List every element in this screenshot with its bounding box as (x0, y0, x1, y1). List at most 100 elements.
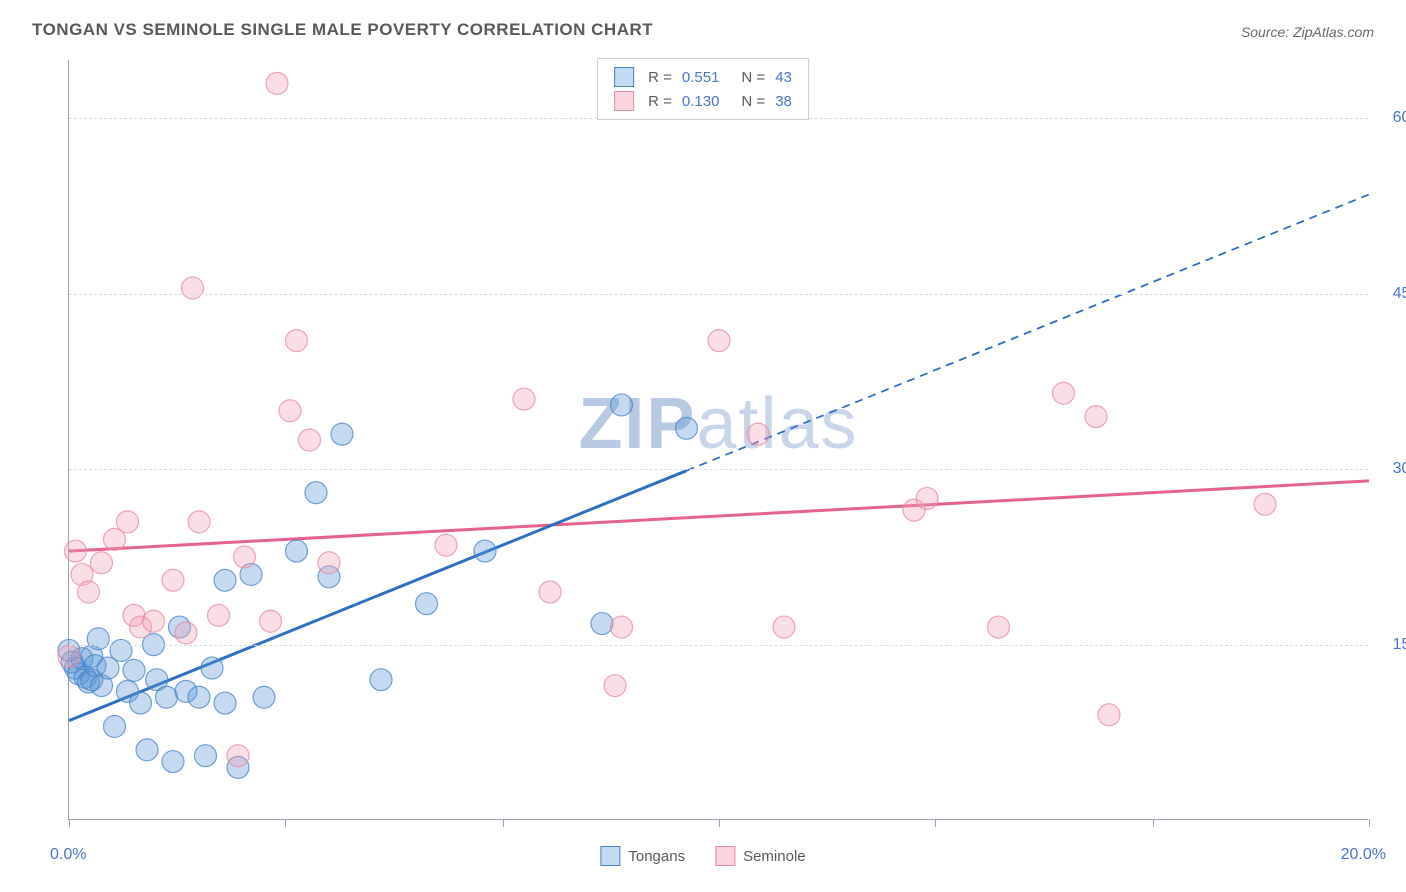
x-tick (69, 819, 70, 827)
legend-row-tongans: R = 0.551 N = 43 (614, 65, 792, 89)
data-point-seminole (1254, 493, 1276, 515)
data-point-seminole (708, 330, 730, 352)
x-tick (503, 819, 504, 827)
series-legend: Tongans Seminole (600, 846, 805, 866)
data-point-tongans (130, 692, 152, 714)
data-point-seminole (1053, 382, 1075, 404)
data-point-tongans (201, 657, 223, 679)
data-point-tongans (136, 739, 158, 761)
x-tick (719, 819, 720, 827)
legend-r-label: R = (648, 69, 672, 86)
y-tick-label: 45.0% (1378, 285, 1406, 303)
correlation-chart: TONGAN VS SEMINOLE SINGLE MALE POVERTY C… (20, 20, 1386, 872)
legend-row-seminole: R = 0.130 N = 38 (614, 89, 792, 113)
source-prefix: Source: (1241, 24, 1293, 40)
data-point-seminole (286, 330, 308, 352)
data-point-seminole (773, 616, 795, 638)
data-point-tongans (331, 423, 353, 445)
data-point-seminole (988, 616, 1010, 638)
data-point-seminole (175, 622, 197, 644)
data-point-seminole (143, 610, 165, 632)
x-tick (1369, 819, 1370, 827)
y-tick-label: 15.0% (1378, 636, 1406, 654)
plot-area: ZIPatlas 15.0%30.0%45.0%60.0% (68, 60, 1368, 820)
legend-swatch-seminole (715, 846, 735, 866)
data-point-tongans (416, 593, 438, 615)
trend-line-dashed-tongans (687, 194, 1370, 470)
legend-n-value: 43 (775, 69, 792, 86)
data-point-seminole (318, 552, 340, 574)
data-point-seminole (182, 277, 204, 299)
data-point-seminole (539, 581, 561, 603)
x-axis-max-label: 20.0% (1341, 846, 1386, 864)
data-point-seminole (234, 546, 256, 568)
legend-n-value: 38 (775, 93, 792, 110)
data-point-tongans (87, 628, 109, 650)
data-point-seminole (117, 511, 139, 533)
legend-n-label: N = (741, 69, 765, 86)
correlation-legend: R = 0.551 N = 43 R = 0.130 N = 38 (597, 58, 809, 120)
data-point-seminole (78, 581, 100, 603)
data-point-tongans (214, 569, 236, 591)
data-point-seminole (299, 429, 321, 451)
legend-label: Seminole (743, 848, 806, 865)
data-point-seminole (58, 645, 80, 667)
data-point-tongans (104, 715, 126, 737)
gridline (69, 645, 1368, 646)
data-point-tongans (123, 659, 145, 681)
legend-r-label: R = (648, 93, 672, 110)
source-name: ZipAtlas.com (1293, 24, 1374, 40)
x-tick (285, 819, 286, 827)
data-point-seminole (188, 511, 210, 533)
data-point-seminole (611, 616, 633, 638)
data-point-tongans (156, 686, 178, 708)
y-tick-label: 30.0% (1378, 460, 1406, 478)
data-point-seminole (1085, 406, 1107, 428)
data-point-tongans (305, 482, 327, 504)
data-point-seminole (279, 400, 301, 422)
legend-n-label: N = (741, 93, 765, 110)
legend-item-seminole: Seminole (715, 846, 806, 866)
trend-line-seminole (69, 481, 1369, 551)
data-point-tongans (195, 745, 217, 767)
x-tick (935, 819, 936, 827)
data-point-seminole (604, 675, 626, 697)
data-point-seminole (266, 72, 288, 94)
chart-title: TONGAN VS SEMINOLE SINGLE MALE POVERTY C… (32, 20, 653, 40)
data-point-seminole (91, 552, 113, 574)
data-point-seminole (65, 540, 87, 562)
legend-swatch-seminole (614, 91, 634, 111)
data-point-tongans (676, 417, 698, 439)
legend-r-value: 0.130 (682, 93, 720, 110)
data-point-seminole (435, 534, 457, 556)
data-point-tongans (162, 751, 184, 773)
legend-label: Tongans (628, 848, 685, 865)
data-point-tongans (370, 669, 392, 691)
x-axis-min-label: 0.0% (50, 846, 86, 864)
data-point-tongans (110, 639, 132, 661)
data-point-seminole (227, 745, 249, 767)
data-point-tongans (214, 692, 236, 714)
data-point-tongans (188, 686, 210, 708)
data-point-tongans (253, 686, 275, 708)
legend-swatch-tongans (600, 846, 620, 866)
data-point-seminole (747, 423, 769, 445)
data-point-tongans (286, 540, 308, 562)
gridline (69, 469, 1368, 470)
source-label: Source: ZipAtlas.com (1241, 24, 1374, 40)
x-tick (1153, 819, 1154, 827)
gridline (69, 294, 1368, 295)
legend-r-value: 0.551 (682, 69, 720, 86)
data-point-tongans (611, 394, 633, 416)
data-point-seminole (208, 604, 230, 626)
data-point-seminole (260, 610, 282, 632)
data-point-seminole (1098, 704, 1120, 726)
legend-item-tongans: Tongans (600, 846, 685, 866)
data-point-tongans (474, 540, 496, 562)
legend-swatch-tongans (614, 67, 634, 87)
plot-svg (69, 60, 1368, 819)
data-point-seminole (916, 487, 938, 509)
data-point-seminole (513, 388, 535, 410)
y-tick-label: 60.0% (1378, 109, 1406, 127)
data-point-tongans (591, 613, 613, 635)
